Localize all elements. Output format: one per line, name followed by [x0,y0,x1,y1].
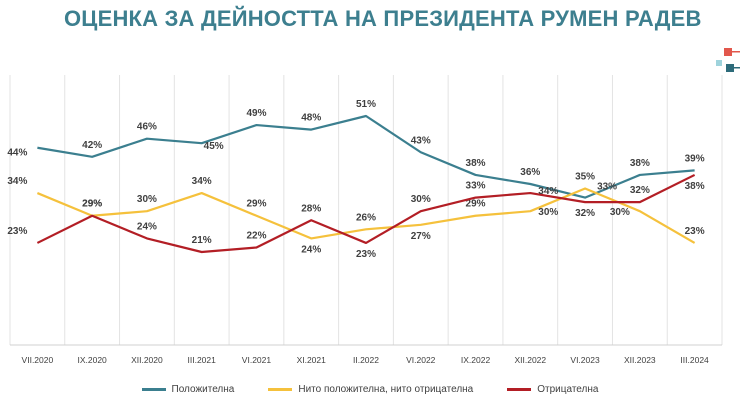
data-label: 33% [597,182,617,193]
data-label: 24% [137,221,157,232]
data-label: 38% [630,158,650,169]
x-tick-label: VI.2023 [570,355,600,365]
data-label: 38% [685,181,705,192]
data-label: 23% [7,226,27,237]
legend-item-neutral: Нито положителна, нито отрицателна [268,384,473,395]
x-tick-label: III.2024 [680,355,709,365]
data-label: 29% [466,199,486,210]
data-label: 51% [356,99,376,110]
data-label: 45% [204,141,224,152]
legend-label-positive: Положителна [171,384,235,395]
x-tick-label: III.2021 [188,355,217,365]
chart-legend: Положителна Нито положителна, нито отриц… [0,384,740,395]
brand-logo-icon [716,48,740,72]
data-label: 44% [7,148,27,159]
legend-swatch-neutral [268,388,293,391]
data-label: 21% [192,235,212,246]
series-line-0 [37,114,695,199]
data-label: 29% [246,199,266,210]
series-line-1 [36,187,696,244]
data-label: 23% [356,249,376,260]
data-label: 43% [411,135,431,146]
data-label: 30% [137,194,157,205]
x-tick-label: IX.2022 [461,355,491,365]
data-label: 39% [685,153,705,164]
legend-item-positive: Положителна [141,384,235,395]
x-tick-label: II.2022 [353,355,379,365]
data-label: 27% [411,231,431,242]
legend-swatch-negative [507,388,532,391]
data-label: 22% [246,230,266,241]
data-label: 34% [538,186,558,197]
data-label: 49% [246,108,266,119]
data-label: 30% [610,207,630,218]
x-tick-label: XII.2022 [514,355,546,365]
page-title: ОЦЕНКА ЗА ДЕЙНОСТТА НА ПРЕЗИДЕНТА РУМЕН … [64,6,702,31]
data-label: 29% [82,199,102,210]
data-label: 26% [356,212,376,223]
legend-label-negative: Отрицателна [537,384,599,395]
data-label: 36% [520,167,540,178]
data-label: 29% [82,199,102,210]
x-tick-label: VI.2022 [406,355,436,365]
data-label: 23% [685,226,705,237]
line-chart: VII.2020 IX.2020 XII.2020 III.2021 VI.2021 XI… [7,75,723,365]
legend-item-negative: Отрицателна [507,384,598,395]
data-label: 48% [301,113,321,124]
data-label: 34% [192,176,212,187]
data-label: 35% [575,172,595,183]
data-label: 34% [7,176,27,187]
data-label: 33% [466,181,486,192]
data-label: 24% [301,244,321,255]
data-label: 42% [82,140,102,151]
data-label: 46% [137,122,157,133]
data-label: 32% [630,185,650,196]
x-tick-label: IX.2020 [77,355,107,365]
data-label: 38% [466,158,486,169]
series-line-2 [36,173,696,254]
x-tick-label: VI.2021 [242,355,272,365]
data-label: 28% [301,203,321,214]
x-tick-label: VII.2020 [22,355,54,365]
data-label: 30% [538,207,558,218]
x-tick-label: XII.2023 [624,355,656,365]
x-tick-label: XII.2020 [131,355,163,365]
legend-swatch-positive [141,388,166,391]
x-tick-label: XI.2021 [297,355,327,365]
data-label: 32% [575,208,595,219]
legend-label-neutral: Нито положителна, нито отрицателна [298,384,474,395]
data-label: 30% [411,194,431,205]
